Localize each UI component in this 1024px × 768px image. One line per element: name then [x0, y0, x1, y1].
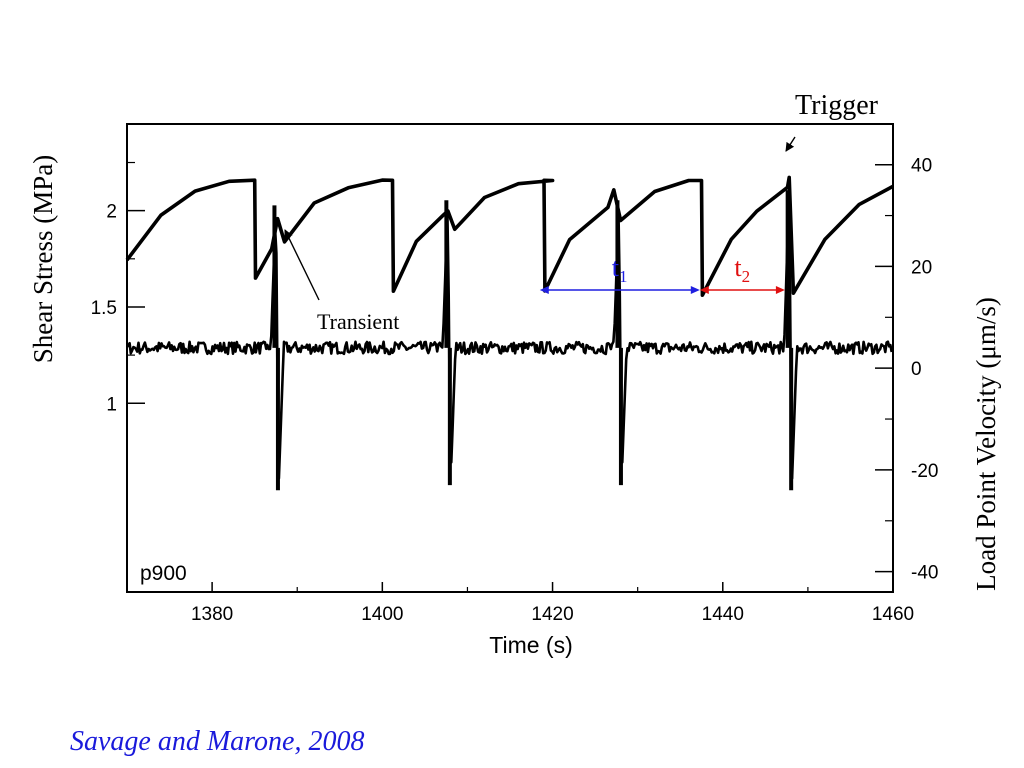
t1-arrowhead-left — [539, 286, 549, 294]
shear-stress-line — [125, 175, 894, 297]
panel-label: p900 — [140, 562, 187, 585]
left-axis-ticks: 11.52 — [91, 161, 145, 415]
t2-label: t2 — [734, 253, 750, 286]
plot-frame — [126, 123, 894, 593]
x-axis-title: Time (s) — [489, 632, 572, 658]
trigger-arrow — [785, 136, 796, 152]
citation: Savage and Marone, 2008 — [70, 726, 365, 757]
x-tick-label: 1420 — [531, 604, 573, 625]
transient-label: Transient — [317, 309, 399, 334]
right-tick-label: 40 — [911, 156, 932, 177]
t1-label: t1 — [612, 253, 628, 286]
t1-arrowhead-right — [690, 286, 700, 294]
plot-border — [126, 123, 894, 593]
x-tick-label: 1460 — [872, 604, 914, 625]
y-axis-left-title: Shear Stress (MPa) — [28, 155, 58, 363]
t1-interval: t1 — [539, 253, 700, 294]
right-tick-label: 0 — [911, 359, 922, 380]
right-tick-label: -20 — [911, 461, 938, 482]
velocity-line — [125, 211, 893, 480]
t2-arrowhead-right — [775, 286, 785, 294]
t2-interval: t2 — [699, 253, 785, 294]
trigger-label: Trigger — [795, 90, 879, 121]
right-tick-label: 20 — [911, 257, 932, 278]
left-tick-label: 2 — [106, 202, 117, 223]
x-axis-ticks: 1380 1400 1420 1440 1460 — [126, 582, 914, 625]
right-tick-label: -40 — [911, 563, 938, 584]
y-axis-right-title: Load Point Velocity (μm/s) — [971, 297, 1001, 591]
transient-arrow — [284, 229, 320, 301]
t2-arrowhead-left — [699, 286, 709, 294]
right-axis-ticks: -40 -20 0 20 40 — [875, 156, 938, 584]
x-tick-label: 1440 — [702, 604, 744, 625]
shear-stress-series — [125, 175, 894, 297]
left-tick-label: 1.5 — [91, 298, 117, 319]
left-tick-label: 1 — [106, 394, 117, 415]
velocity-series — [125, 190, 893, 491]
x-tick-label: 1400 — [361, 604, 403, 625]
x-tick-label: 1380 — [191, 604, 233, 625]
